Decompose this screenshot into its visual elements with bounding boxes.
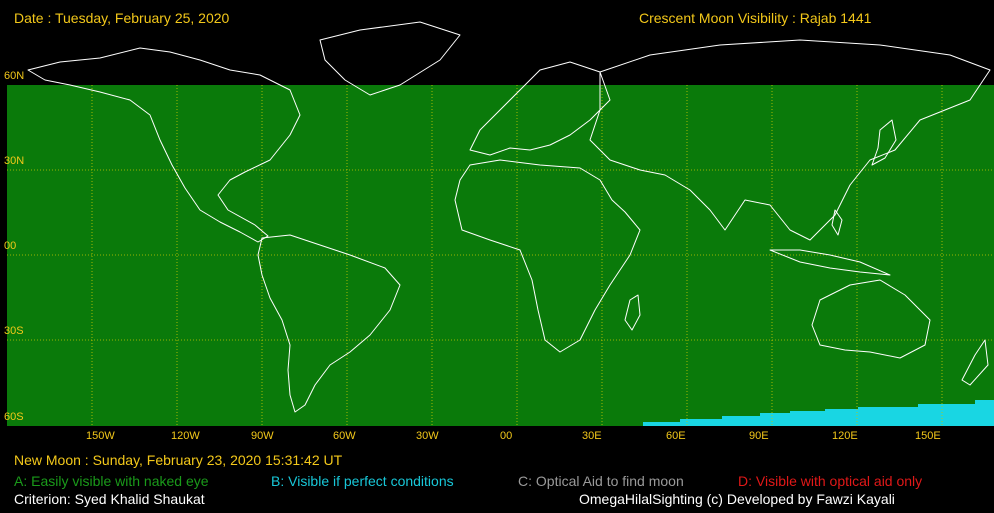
lat-label-30s: 30S [4, 325, 24, 337]
legend-zone-d: D: Visible with optical aid only [738, 473, 923, 489]
lon-label-60w: 60W [333, 430, 356, 442]
lon-label-30w: 30W [416, 430, 439, 442]
madagascar-outline [624, 294, 641, 331]
legend-zone-c: C: Optical Aid to find moon [518, 473, 684, 489]
visibility-title: Crescent Moon Visibility : Rajab 1441 [639, 10, 872, 26]
lon-label-90e: 90E [749, 430, 769, 442]
japan-outline [871, 119, 897, 166]
lon-label-30e: 30E [582, 430, 602, 442]
lon-label-150e: 150E [915, 430, 941, 442]
lon-label-00: 00 [500, 430, 513, 442]
lat-label-60s: 60S [4, 411, 24, 423]
south-america-outline [257, 234, 401, 413]
legend-zone-a: A: Easily visible with naked eye [14, 473, 209, 489]
lon-label-120w: 120W [171, 430, 200, 442]
lat-label-00: 00 [4, 240, 17, 252]
lat-label-60n: 60N [4, 70, 25, 82]
lon-label-90w: 90W [251, 430, 274, 442]
indonesia-outline [769, 249, 891, 276]
africa-outline [454, 159, 641, 353]
philippines-outline [831, 209, 843, 236]
coastlines [27, 21, 991, 413]
zone-b-region [643, 400, 994, 426]
lat-label-30n: 30N [4, 155, 25, 167]
lon-label-120e: 120E [832, 430, 858, 442]
north-america-outline [27, 47, 301, 243]
greenland-outline [319, 21, 461, 96]
credits-text: OmegaHilalSighting (c) Developed by Fawz… [579, 491, 895, 507]
new-moon-info: New Moon : Sunday, February 23, 2020 15:… [14, 452, 343, 468]
zone-a-region [7, 85, 994, 426]
criterion-text: Criterion: Syed Khalid Shaukat [14, 491, 205, 507]
lon-label-60e: 60E [666, 430, 686, 442]
lon-label-150w: 150W [86, 430, 115, 442]
legend-zone-b: B: Visible if perfect conditions [271, 473, 454, 489]
new-zealand-outline [961, 339, 989, 386]
europe-outline [469, 61, 611, 156]
asia-outline [589, 39, 991, 241]
australia-outline [811, 279, 931, 359]
date-header: Date : Tuesday, February 25, 2020 [14, 10, 230, 26]
